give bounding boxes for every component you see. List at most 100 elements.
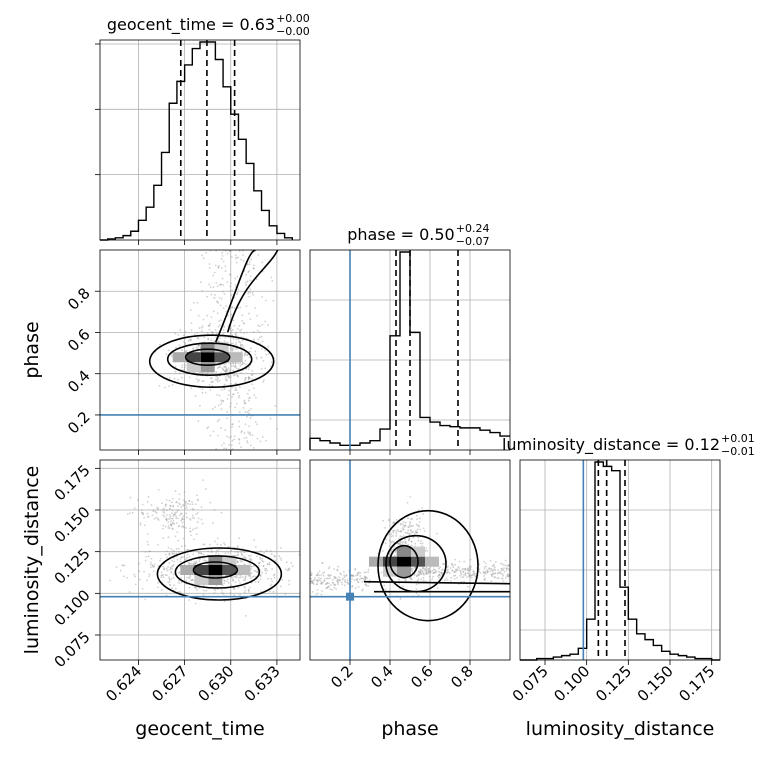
sample-point — [326, 586, 329, 589]
sample-point — [501, 577, 504, 580]
sample-point — [327, 582, 330, 585]
sample-point — [202, 593, 205, 596]
sample-point — [243, 437, 246, 439]
sample-point — [501, 577, 504, 580]
sample-point — [226, 578, 229, 581]
density-cell — [186, 352, 201, 363]
sample-point — [237, 550, 239, 553]
sample-point — [177, 525, 180, 527]
sample-point — [231, 306, 234, 308]
sample-point — [270, 276, 273, 279]
sample-point — [280, 547, 282, 550]
sample-point — [195, 513, 198, 515]
sample-point — [409, 525, 412, 528]
sample-point — [183, 499, 185, 502]
sample-point — [329, 588, 332, 591]
sample-point — [165, 574, 168, 577]
sample-point — [195, 561, 198, 564]
sample-point — [324, 583, 327, 586]
sample-point — [164, 503, 167, 506]
sample-point — [238, 411, 241, 413]
sample-point — [407, 529, 410, 532]
sample-point — [246, 263, 249, 266]
x-axis-label: phase — [381, 718, 438, 740]
sample-point — [258, 562, 260, 565]
sample-point — [478, 568, 481, 571]
sample-point — [494, 569, 497, 572]
sample-point — [190, 387, 193, 390]
sample-point — [172, 564, 175, 566]
sample-point — [453, 571, 456, 573]
sample-point — [256, 423, 258, 426]
sample-point — [414, 566, 417, 569]
sample-point — [395, 532, 398, 535]
sample-point — [496, 572, 499, 574]
sample-point — [194, 586, 197, 589]
sample-point — [243, 432, 246, 435]
sample-point — [410, 578, 413, 580]
sample-point — [432, 572, 435, 575]
sample-point — [315, 574, 318, 577]
sample-point — [364, 583, 367, 586]
sample-point — [211, 550, 214, 553]
sample-point — [197, 344, 200, 347]
sample-point — [206, 314, 209, 317]
sample-point — [191, 507, 194, 510]
density-frame — [99, 249, 301, 451]
sample-point — [369, 579, 371, 582]
sample-point — [196, 347, 199, 350]
sample-point — [217, 553, 220, 556]
sample-point — [271, 580, 274, 583]
sample-point — [417, 573, 420, 575]
sample-point — [416, 579, 419, 582]
sample-point — [408, 539, 410, 541]
sample-point — [242, 556, 244, 559]
sample-point — [233, 588, 236, 591]
sample-point — [367, 568, 370, 571]
sample-point — [399, 535, 402, 538]
sample-point — [153, 517, 156, 520]
sample-point — [216, 367, 219, 369]
sample-point — [143, 570, 145, 573]
sample-point — [487, 568, 490, 571]
histogram-step — [100, 41, 294, 241]
sample-point — [168, 552, 171, 555]
sample-point — [179, 557, 182, 560]
sample-point — [487, 570, 489, 573]
sample-point — [249, 577, 252, 580]
sample-point — [269, 417, 272, 420]
sample-point — [236, 391, 239, 394]
sample-point — [237, 551, 239, 554]
sample-point — [231, 349, 233, 351]
sample-point — [212, 286, 215, 288]
sample-point — [165, 518, 167, 521]
sample-point — [196, 521, 199, 523]
sample-point — [269, 585, 272, 587]
sample-point — [415, 583, 418, 586]
sample-point — [393, 529, 396, 532]
sample-point — [399, 543, 402, 546]
sample-point — [469, 574, 472, 577]
sample-point — [410, 544, 413, 547]
density-cell — [397, 556, 411, 567]
sample-point — [320, 582, 323, 585]
sample-point — [215, 332, 218, 335]
sample-point — [121, 564, 124, 567]
sample-point — [184, 544, 187, 547]
sample-point — [223, 293, 226, 295]
sample-point — [418, 524, 420, 527]
sample-point — [230, 383, 232, 385]
sample-point — [265, 572, 268, 575]
sample-point — [182, 518, 185, 521]
sample-point — [226, 252, 229, 255]
sample-point — [177, 572, 180, 574]
sample-point — [184, 330, 187, 333]
sample-point — [200, 326, 203, 329]
sample-point — [343, 574, 346, 577]
sample-point — [153, 565, 156, 568]
y-tick-label: 0.075 — [51, 628, 94, 671]
sample-point — [311, 581, 313, 583]
sample-point — [462, 570, 465, 572]
sample-point — [226, 411, 229, 413]
sample-point — [219, 324, 221, 327]
